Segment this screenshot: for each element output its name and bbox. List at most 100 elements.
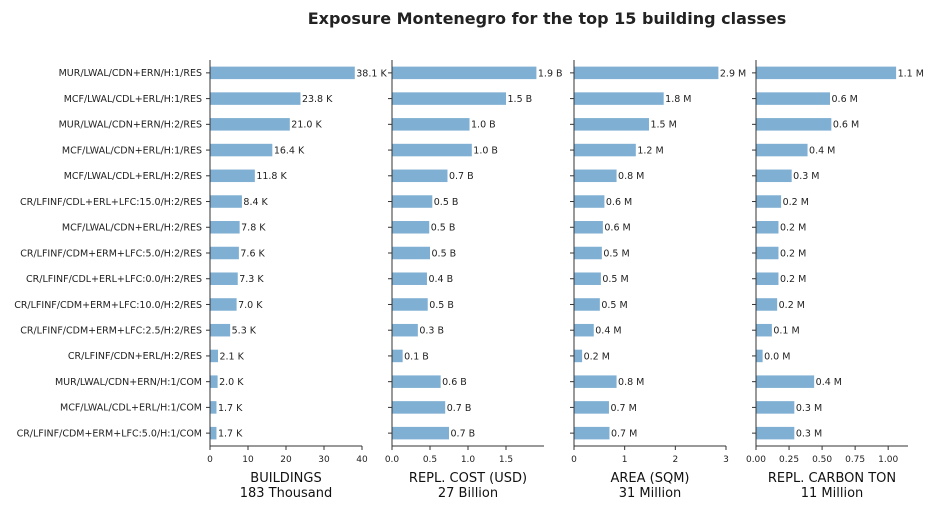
bar <box>756 246 779 260</box>
bar <box>574 298 600 311</box>
bar <box>210 92 301 105</box>
bar-value-label: 1.5 B <box>508 94 533 105</box>
x-axis-label: REPL. CARBON TON <box>768 471 896 486</box>
bar-value-label: 1.7 K <box>218 403 243 414</box>
bar-value-label: 0.3 M <box>793 171 819 182</box>
bar <box>392 246 430 260</box>
bar-value-label: 7.0 K <box>238 300 263 311</box>
bar-value-label: 1.0 B <box>473 145 498 156</box>
panel-repl-cost: 1.9 B 1.5 B 1.0 B 1.0 B 0.7 B 0.5 B 0.5 B 0.5 B… <box>385 60 563 501</box>
bar-value-label: 38.1 K <box>356 68 387 79</box>
bar-value-label: 0.5 M <box>601 300 627 311</box>
bar-value-label: 0.3 B <box>419 326 444 337</box>
bar-value-label: 0.8 M <box>618 171 644 182</box>
x-tick-label: 20 <box>280 455 292 465</box>
x-tick-label: 1.5 <box>499 455 513 465</box>
bar-value-label: 0.5 B <box>429 300 454 311</box>
bar <box>210 298 237 311</box>
bar <box>210 195 242 208</box>
bar <box>574 118 649 131</box>
bar <box>392 66 537 80</box>
bar-value-label: 2.9 M <box>720 68 746 79</box>
bar <box>392 143 472 157</box>
bar-value-label: 0.2 M <box>779 300 805 311</box>
bar-value-label: 0.6 M <box>606 197 632 208</box>
bar <box>574 169 617 183</box>
bar <box>392 272 427 285</box>
bar-value-label: 1.1 M <box>898 68 924 79</box>
bar-value-label: 0.2 M <box>584 351 610 362</box>
bar-value-label: 2.0 K <box>219 377 244 388</box>
bar-value-label: 0.2 M <box>783 197 809 208</box>
x-tick-label: 1.0 <box>461 455 476 465</box>
bar <box>574 92 664 105</box>
bar <box>574 143 636 157</box>
bar <box>574 426 610 440</box>
category-label: MUR/LWAL/CDN+ERN/H:1/COM <box>55 377 202 388</box>
bar <box>210 143 273 157</box>
bar <box>392 118 470 131</box>
bar <box>210 323 231 337</box>
x-tick-label: 30 <box>318 455 330 465</box>
bar-value-label: 0.4 M <box>816 377 842 388</box>
bar <box>210 426 217 440</box>
bar <box>756 221 779 234</box>
bar <box>756 375 815 388</box>
bar <box>756 272 779 285</box>
bar <box>392 169 448 183</box>
x-tick-label: 0.75 <box>845 455 865 465</box>
bar-value-label: 0.6 M <box>604 223 630 234</box>
bar-value-label: 23.8 K <box>302 94 333 105</box>
bar <box>210 401 217 414</box>
bar <box>210 349 218 363</box>
bar-value-label: 0.6 M <box>833 120 859 131</box>
bar <box>392 323 418 337</box>
category-label: MUR/LWAL/CDN+ERN/H:2/RES <box>59 120 202 131</box>
category-labels: MUR/LWAL/CDN+ERN/H:1/RES MCF/LWAL/CDL+ERL… <box>14 68 202 439</box>
x-tick-label: 0.0 <box>385 455 400 465</box>
bar <box>210 375 218 388</box>
category-label: CR/LFINF/CDM+ERM+LFC:5.0/H:1/COM <box>17 428 202 439</box>
bar-value-label: 0.2 M <box>780 248 806 259</box>
bar-value-label: 0.5 B <box>432 248 457 259</box>
x-tick-label: 1 <box>622 455 628 465</box>
category-label: MCF/LWAL/CDN+ERL/H:1/RES <box>62 145 202 156</box>
bar-value-label: 0.4 M <box>809 145 835 156</box>
bar <box>574 221 603 234</box>
panel-total-label: 31 Million <box>619 486 682 501</box>
bar <box>392 221 430 234</box>
bar-value-label: 0.8 M <box>618 377 644 388</box>
x-axis-label: REPL. COST (USD) <box>409 471 527 486</box>
bar-value-label: 0.3 M <box>796 403 822 414</box>
bar <box>756 323 772 337</box>
bar <box>392 375 441 388</box>
bar-value-label: 0.3 M <box>796 429 822 440</box>
category-label: MUR/LWAL/CDN+ERN/H:1/RES <box>59 68 202 79</box>
bar <box>756 401 795 414</box>
bar <box>392 401 446 414</box>
x-tick-label: 10 <box>242 455 254 465</box>
bar-value-label: 5.3 K <box>232 326 257 337</box>
bar-value-label: 0.1 B <box>404 351 429 362</box>
bar-value-label: 1.2 M <box>637 145 663 156</box>
x-tick-label: 0 <box>207 455 213 465</box>
bar <box>756 169 792 183</box>
bar-value-label: 11.8 K <box>256 171 287 182</box>
x-tick-label: 1.00 <box>878 455 898 465</box>
bar <box>756 143 808 157</box>
bar-value-label: 0.6 M <box>832 94 858 105</box>
panel-total-label: 27 Billion <box>438 486 498 501</box>
category-label: CR/LFINF/CDM+ERM+LFC:10.0/H:2/RES <box>14 300 202 311</box>
bar-value-label: 7.6 K <box>240 248 265 259</box>
bar <box>574 349 583 363</box>
chart-title: Exposure Montenegro for the top 15 build… <box>308 9 787 28</box>
panel-carbon: 1.1 M 0.6 M 0.6 M 0.4 M 0.3 M 0.2 M 0.2 M 0.2 M… <box>746 60 924 501</box>
bar-value-label: 1.5 M <box>650 120 676 131</box>
x-tick-label: 0.5 <box>423 455 437 465</box>
bar-value-label: 0.5 B <box>431 223 456 234</box>
bar-value-label: 7.8 K <box>241 223 266 234</box>
category-label: CR/LFINF/CDL+ERL+LFC:0.0/H:2/RES <box>26 274 202 285</box>
bar-value-label: 0.7 M <box>611 429 637 440</box>
panel-total-label: 11 Million <box>801 486 864 501</box>
